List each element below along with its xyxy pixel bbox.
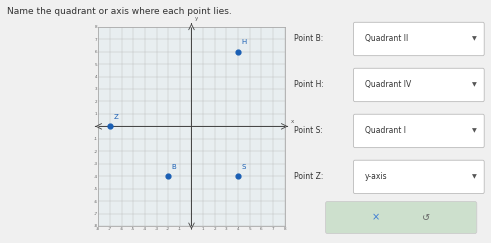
FancyBboxPatch shape (354, 68, 484, 102)
Text: H: H (242, 39, 247, 45)
Text: ▼: ▼ (472, 174, 477, 179)
Text: ▼: ▼ (472, 129, 477, 133)
Text: x: x (291, 119, 295, 124)
Text: Quadrant II: Quadrant II (365, 35, 408, 43)
Point (234, 50, 242, 54)
Text: Quadrant I: Quadrant I (365, 126, 406, 135)
Text: Z: Z (113, 114, 118, 120)
Text: Quadrant IV: Quadrant IV (365, 80, 411, 89)
Text: Point S:: Point S: (294, 126, 323, 135)
Text: ▼: ▼ (472, 82, 477, 87)
Text: Name the quadrant or axis where each point lies.: Name the quadrant or axis where each poi… (7, 7, 232, 16)
Text: S: S (242, 164, 246, 170)
FancyBboxPatch shape (354, 114, 484, 148)
Text: Point H:: Point H: (294, 80, 324, 89)
Point (106, 124, 114, 128)
FancyBboxPatch shape (326, 201, 477, 234)
FancyBboxPatch shape (354, 22, 484, 56)
Point (164, 174, 172, 178)
Text: ▼: ▼ (472, 36, 477, 42)
Point (234, 174, 242, 178)
Text: Point B:: Point B: (294, 35, 324, 43)
Text: y: y (195, 16, 198, 20)
Text: Point Z:: Point Z: (294, 172, 324, 182)
Text: y-axis: y-axis (365, 172, 387, 182)
Text: ×: × (372, 213, 380, 223)
Text: B: B (172, 164, 176, 170)
FancyBboxPatch shape (354, 160, 484, 194)
Text: ↺: ↺ (422, 213, 430, 223)
